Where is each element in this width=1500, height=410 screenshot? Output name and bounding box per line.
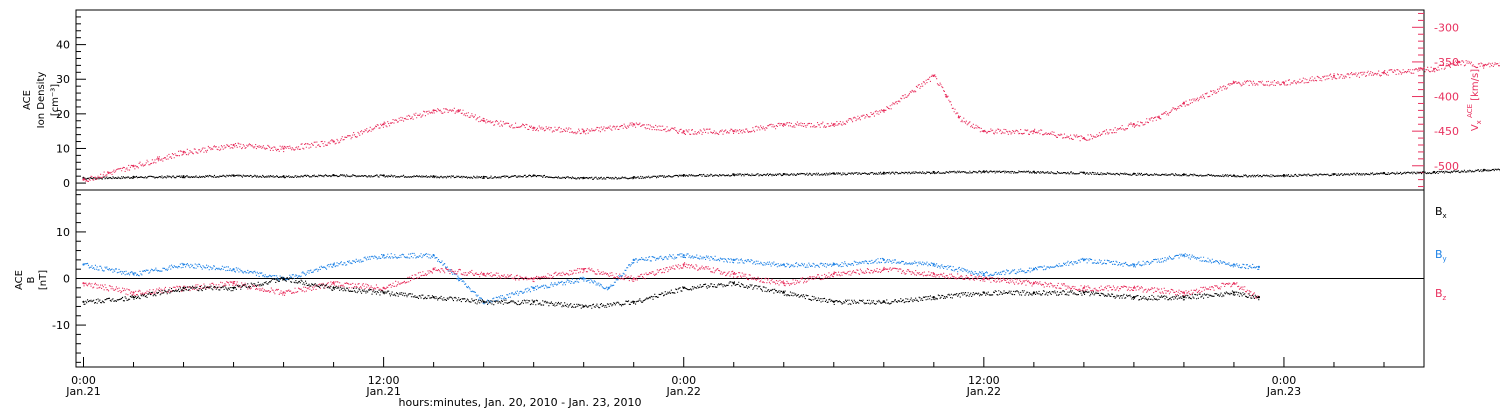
x-tick-date-label: Jan.22 (665, 385, 700, 398)
vx-point (1182, 102, 1185, 105)
b-z-point (832, 272, 835, 275)
vx-point (482, 119, 485, 122)
x-tick-time-label: 0:00 (1272, 374, 1297, 387)
x-tick-time-label: 12:00 (368, 374, 400, 387)
right-ytick-label: -300 (1434, 21, 1459, 34)
vx-point (682, 130, 685, 133)
b-y-point (1257, 265, 1260, 268)
x-tick-time-label: 0:00 (71, 374, 96, 387)
bottom-left-ytick-label: -10 (52, 319, 70, 332)
legend-b-y: By (1435, 248, 1447, 263)
right-ylabel-sub: x (1475, 120, 1483, 124)
b-y-point (682, 254, 685, 257)
legend-sub: x (1443, 212, 1447, 220)
x-tick-date-label: Jan.21 (365, 385, 400, 398)
x-tick-date-label: Jan.23 (1266, 385, 1301, 398)
vx-trace (83, 60, 1500, 182)
ion-density-trace (83, 168, 1500, 180)
legend-main: B (1435, 248, 1443, 261)
b-z-point (732, 272, 735, 275)
right-ytick-label: -450 (1434, 125, 1459, 138)
top-left-ytick-label: 20 (56, 108, 70, 121)
b-x-point (1232, 291, 1235, 294)
x-tick-time-label: 12:00 (968, 374, 1000, 387)
right-ylabel-v: V (1470, 124, 1481, 131)
vx-point (282, 147, 285, 150)
bottom-ylabel-line-2: [nT] (38, 270, 49, 290)
right-ytick-label: -500 (1434, 160, 1459, 173)
right-ylabel-sup: ACE (1466, 104, 1474, 120)
vx-point (82, 178, 85, 181)
b-x-point (82, 300, 85, 303)
right-ytick-label: -400 (1434, 91, 1459, 104)
top-left-ytick-label: 40 (56, 39, 70, 52)
top-panel-frame (75, 9, 1425, 191)
vx-point (1332, 74, 1336, 77)
ion-density-point (182, 175, 185, 178)
b-z-point (1132, 286, 1135, 289)
top-ylabel-line-2: [cm⁻³] (50, 84, 61, 116)
b-z-point (1082, 286, 1085, 289)
b-y-point (1132, 263, 1135, 266)
legend-main: B (1435, 287, 1443, 300)
right-ylabel: Vx ACE [km/s] (1466, 69, 1483, 131)
legend-b-x: Bx (1435, 205, 1447, 220)
x-tick-time-label: 0:00 (671, 374, 696, 387)
top-ylabel-line-1: Ion Density (36, 72, 47, 129)
vx-point (182, 150, 185, 153)
b-y-point (982, 272, 985, 275)
legend-b-z: Bz (1435, 287, 1447, 302)
b-x-point (182, 286, 185, 289)
x-tick-date-label: Jan.22 (966, 385, 1001, 398)
legend-main: B (1435, 205, 1443, 218)
b-z-point (1182, 291, 1185, 294)
top-ylabel-line-0: ACE (22, 90, 33, 110)
b-z-point (82, 282, 85, 285)
b-z-point (532, 277, 535, 280)
top-left-ytick-label: 30 (56, 73, 70, 86)
legend-sub: z (1443, 294, 1447, 302)
b-z-trace (83, 262, 1260, 299)
vx-point (157, 157, 160, 160)
bottom-ylabel-line-1: B (26, 276, 37, 283)
b-x-point (782, 291, 785, 294)
top-left-ytick-label: 10 (56, 142, 70, 155)
b-z-point (682, 263, 685, 266)
right-ylabel-unit: [km/s] (1470, 69, 1481, 104)
bottom-ylabel-line-0: ACE (14, 270, 25, 290)
b-x-point (1182, 296, 1185, 299)
ion-density-point (482, 175, 485, 178)
b-z-point (782, 282, 785, 285)
b-z-point (932, 272, 935, 275)
x-tick-date-label: Jan.21 (65, 385, 100, 398)
legend-sub: y (1443, 255, 1447, 263)
ion-density-point (882, 171, 885, 174)
bottom-left-ytick-label: 0 (63, 273, 70, 286)
x-axis-title: hours:minutes, Jan. 20, 2010 - Jan. 23, … (399, 396, 642, 409)
vx-point (532, 126, 535, 129)
b-z-point (232, 282, 235, 285)
top-left-ytick-label: 0 (63, 177, 70, 190)
vx-point (1432, 67, 1436, 70)
b-y-point (457, 277, 460, 280)
bottom-left-ytick-label: 10 (56, 226, 70, 239)
